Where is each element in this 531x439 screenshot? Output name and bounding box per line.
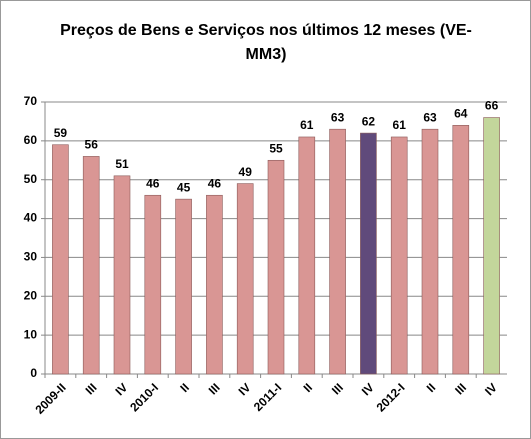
bar [113,175,131,375]
data-label: 51 [115,157,129,171]
data-label: 61 [393,118,407,132]
x-tick-label: III [206,380,223,397]
x-tick-label: IV [112,380,130,398]
data-label: 61 [300,118,314,132]
y-tick-label: 60 [24,133,38,147]
data-label: 46 [146,176,160,190]
data-label: 66 [485,99,499,113]
x-tick-label: IV [359,380,377,398]
x-tick-label: III [83,380,100,397]
bar [175,198,192,375]
data-label: 45 [177,180,191,194]
x-tick-label: 2010-I [127,380,161,414]
y-tick-label: 40 [24,211,38,225]
bar [390,136,408,375]
x-tick-label: 2011-I [251,380,284,413]
data-label: 46 [208,176,222,190]
bar [298,136,316,375]
bar [483,117,500,375]
x-tick-label: II [424,380,439,395]
x-tick-label: 2012-I [374,380,408,414]
y-tick-label: 10 [24,327,38,341]
x-tick-label: III [452,380,469,397]
y-tick-label: 50 [24,172,38,186]
data-label: 63 [331,110,345,124]
bar [52,144,69,375]
x-tick-label: II [177,380,192,395]
bar [144,194,162,375]
bar [452,125,470,375]
x-tick-label: 2009-II [32,380,68,416]
bar [421,128,439,375]
x-tick-label: II [301,380,316,395]
x-tick-label: IV [236,380,254,398]
x-tick-label: III [329,380,346,397]
data-label: 62 [362,114,376,128]
data-label: 56 [85,138,99,152]
data-label: 49 [239,165,253,179]
bar [82,156,100,375]
bar [236,183,254,375]
chart-title: Preços de Bens e Serviços nos últimos 12… [60,22,472,63]
data-label: 59 [54,126,68,140]
bar [329,128,346,375]
y-tick-label: 30 [24,250,38,264]
y-tick-label: 0 [30,366,37,380]
data-label: 55 [269,141,283,155]
y-tick-label: 20 [24,288,38,302]
data-label: 64 [454,106,468,120]
data-label: 63 [423,110,437,124]
x-tick-label: IV [482,380,500,398]
bar [206,194,223,375]
bar [267,159,285,375]
y-tick-label: 70 [24,94,38,108]
bar [360,132,377,375]
